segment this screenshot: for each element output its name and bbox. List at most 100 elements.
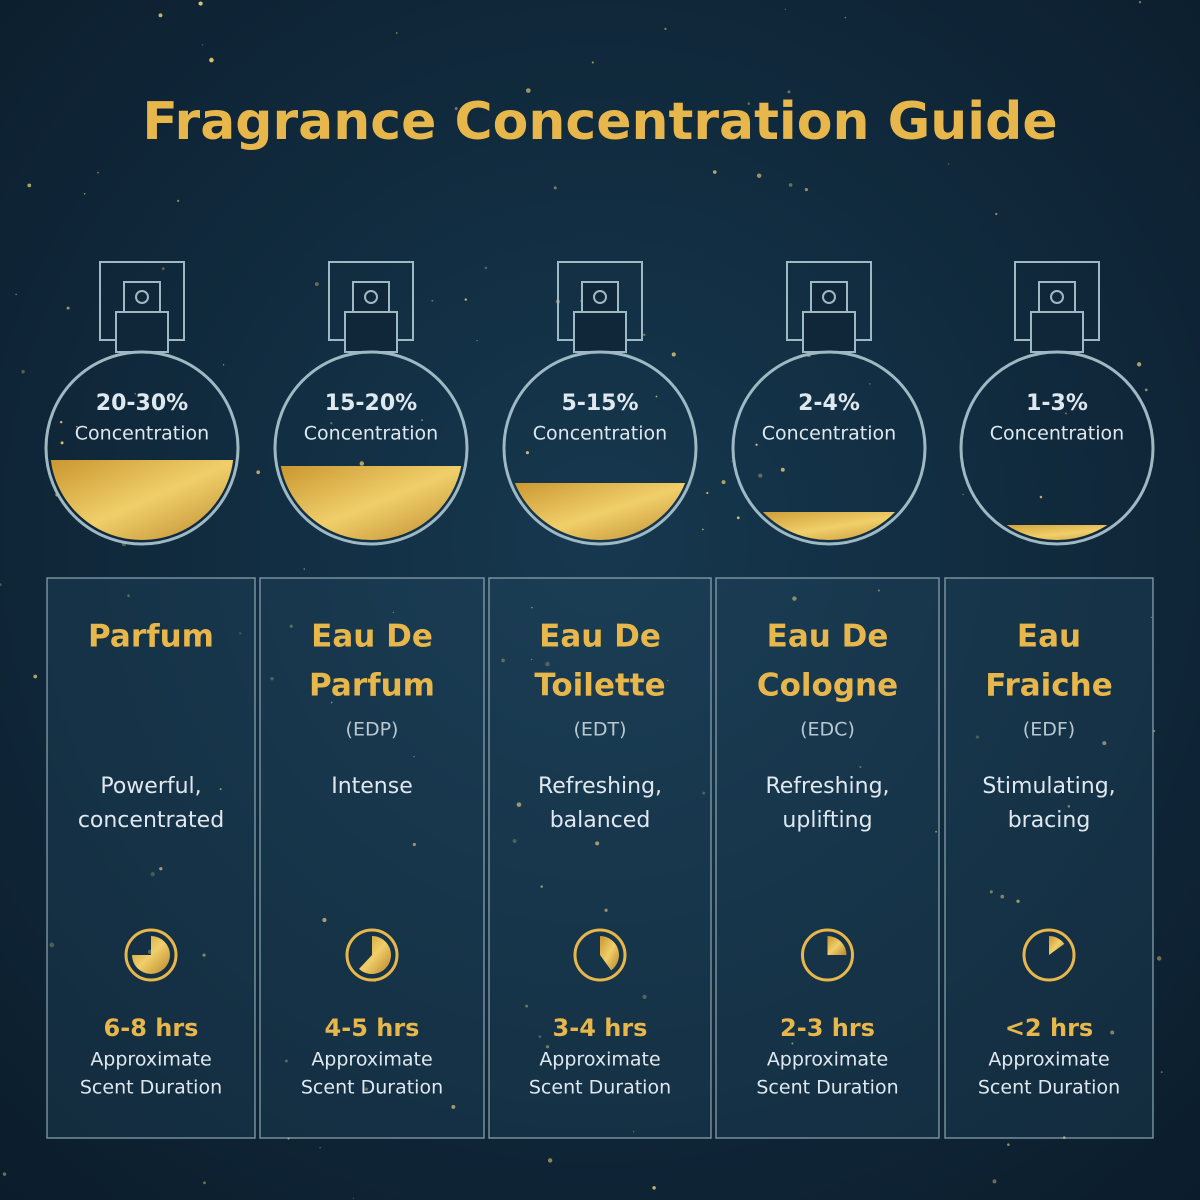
star xyxy=(780,467,785,472)
column: 15-20% Concentration Eau De Parfum (EDP) Inte… xyxy=(259,261,485,1139)
concentration-percent: 1-3% xyxy=(1026,391,1088,416)
column-box xyxy=(715,577,940,1139)
column: 20-30% Concentration Parfum Powerful, concen… xyxy=(44,261,256,1139)
star xyxy=(1156,956,1162,961)
clock-wedge xyxy=(132,936,170,974)
concentration-caption: Concentration xyxy=(533,423,667,445)
star xyxy=(91,1056,94,1059)
star xyxy=(256,470,261,475)
star xyxy=(158,13,163,18)
column-box xyxy=(944,577,1154,1139)
fragrance-name: Fraiche xyxy=(985,668,1113,704)
star xyxy=(706,491,709,495)
star xyxy=(525,451,530,455)
concentration-caption: Concentration xyxy=(762,423,896,445)
star xyxy=(587,672,590,674)
star xyxy=(525,88,531,93)
bottle-nozzle-hole xyxy=(364,290,378,304)
bottle-nozzle-hole xyxy=(593,290,607,304)
star xyxy=(632,1130,635,1133)
star xyxy=(702,528,704,531)
bottle-body xyxy=(502,350,698,546)
bottle-nozzle xyxy=(581,281,619,313)
clock-face xyxy=(801,928,854,982)
duration: 2-3 hrs xyxy=(780,1014,875,1042)
star xyxy=(330,422,333,425)
bottle-body xyxy=(273,350,469,546)
star xyxy=(553,186,557,190)
fragrance-name: Eau De xyxy=(311,619,433,655)
bottle-nozzle-hole xyxy=(822,290,836,304)
duration-caption: Approximate xyxy=(988,1049,1109,1071)
star xyxy=(604,908,608,912)
star xyxy=(484,266,488,270)
concentration-percent: 15-20% xyxy=(325,391,417,416)
column: 5-15% Concentration Eau De Toilette (EDT) Ref… xyxy=(488,261,712,1139)
bottle-body xyxy=(44,350,240,546)
star xyxy=(1144,388,1148,392)
star xyxy=(451,1104,456,1109)
duration: 3-4 hrs xyxy=(553,1014,648,1042)
star xyxy=(395,32,398,34)
title: Fragrance Concentration Guide xyxy=(142,92,1057,152)
star xyxy=(322,917,327,923)
bottle-nozzle xyxy=(810,281,848,313)
star xyxy=(538,1035,542,1039)
star xyxy=(412,842,416,847)
star xyxy=(947,163,950,165)
abbreviation: (EDF) xyxy=(1023,719,1075,741)
concentration-caption: Concentration xyxy=(990,423,1124,445)
duration-caption: Approximate xyxy=(539,1049,660,1071)
duration-caption: Approximate xyxy=(90,1049,211,1071)
star xyxy=(655,395,658,398)
star xyxy=(702,791,706,795)
description: Stimulating, xyxy=(982,774,1115,799)
star xyxy=(319,1147,321,1149)
star xyxy=(134,392,137,395)
description: concentrated xyxy=(78,808,224,833)
star xyxy=(859,765,862,769)
star xyxy=(869,383,871,385)
fragrance-name: Eau xyxy=(1017,619,1081,655)
duration: 6-8 hrs xyxy=(104,1014,199,1042)
star xyxy=(756,173,762,178)
star xyxy=(284,1059,288,1063)
star xyxy=(992,1179,997,1184)
star xyxy=(962,493,964,496)
star xyxy=(712,170,717,174)
duration-caption: Approximate xyxy=(311,1049,432,1071)
bottle-neck xyxy=(1030,311,1084,353)
star xyxy=(512,839,517,843)
bottle-nozzle xyxy=(123,281,161,313)
star xyxy=(454,107,458,111)
star xyxy=(664,27,667,31)
star xyxy=(784,8,786,10)
duration-caption: Scent Duration xyxy=(529,1077,671,1099)
star xyxy=(127,594,130,598)
star xyxy=(591,61,594,64)
star xyxy=(413,755,415,758)
duration: <2 hrs xyxy=(1005,1014,1093,1042)
duration-caption: Scent Duration xyxy=(80,1077,222,1099)
star xyxy=(1007,1143,1010,1147)
star xyxy=(177,199,180,202)
concentration-percent: 2-4% xyxy=(798,391,860,416)
star xyxy=(1150,616,1153,618)
star xyxy=(1110,1030,1115,1035)
star xyxy=(501,658,505,663)
star xyxy=(877,589,880,592)
fragrance-name: Cologne xyxy=(757,668,898,704)
description: Refreshing, xyxy=(765,774,889,799)
star xyxy=(33,674,38,679)
fragrance-name: Eau De xyxy=(539,619,661,655)
bottle-neck xyxy=(802,311,856,353)
star xyxy=(352,1197,354,1199)
star xyxy=(1102,741,1107,746)
bottle-neck xyxy=(344,311,398,353)
fragrance-name: Toilette xyxy=(534,668,665,704)
star xyxy=(203,1181,206,1185)
duration: 4-5 hrs xyxy=(325,1014,420,1042)
abbreviation: (EDP) xyxy=(346,719,399,741)
star xyxy=(1072,681,1074,683)
